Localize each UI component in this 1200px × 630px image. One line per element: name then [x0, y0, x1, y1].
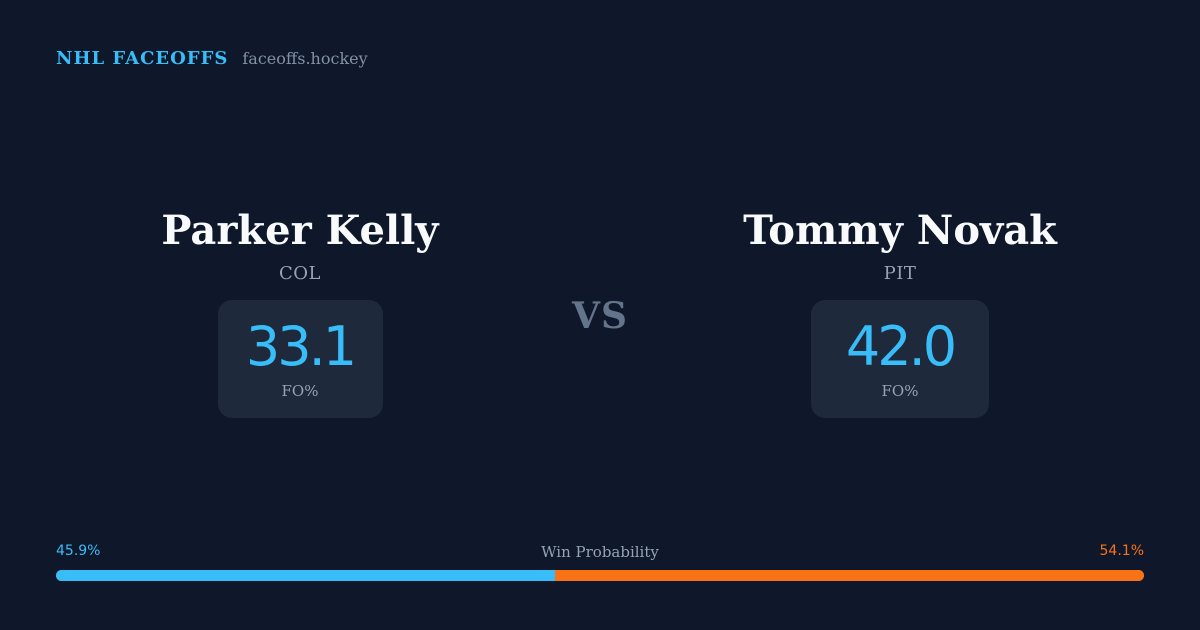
- win-probability-left-value: 45.9%: [56, 543, 101, 559]
- win-probability-bar: [56, 570, 1144, 581]
- win-probability-title: Win Probability: [541, 543, 659, 561]
- player-right-name: Tommy Novak: [743, 207, 1057, 254]
- player-right-stat-label: FO%: [881, 382, 919, 400]
- player-left-team: COL: [279, 263, 321, 284]
- brand-domain: faceoffs.hockey: [242, 49, 368, 68]
- win-probability-labels: 45.9% Win Probability 54.1%: [56, 543, 1144, 563]
- win-probability-bar-left: [56, 570, 556, 581]
- versus-label: VS: [572, 295, 628, 337]
- player-right-stat-card: 42.0 FO%: [811, 300, 989, 418]
- player-right: Tommy Novak PIT 42.0 FO%: [690, 205, 1110, 418]
- player-right-stat-value: 42.0: [845, 315, 957, 378]
- player-left-stat-card: 33.1 FO%: [217, 300, 383, 418]
- player-left-stat-value: 33.1: [245, 315, 357, 378]
- player-right-team: PIT: [883, 263, 917, 284]
- brand-header: NHL FACEOFFS faceoffs.hockey: [56, 48, 368, 69]
- win-probability-bar-right: [555, 570, 1144, 581]
- player-left-name: Parker Kelly: [161, 207, 439, 254]
- player-left: Parker Kelly COL 33.1 FO%: [90, 205, 510, 418]
- win-probability-right-value: 54.1%: [1099, 543, 1144, 559]
- player-left-stat-label: FO%: [281, 382, 319, 400]
- brand-name: NHL FACEOFFS: [56, 48, 229, 69]
